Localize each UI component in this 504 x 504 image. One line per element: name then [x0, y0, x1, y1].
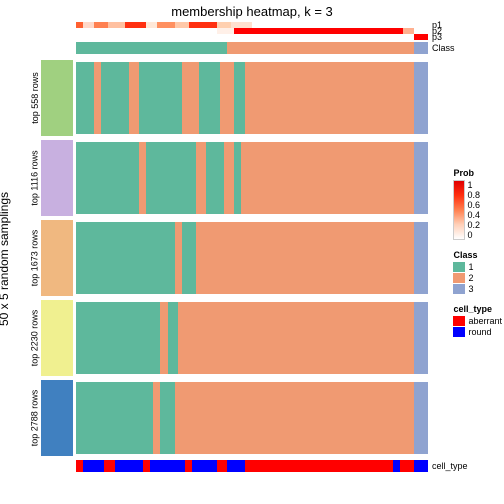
panel-row-label: top 2230 rows: [30, 310, 40, 367]
celltype-legend-title: cell_type: [453, 304, 502, 314]
prob-tick: 1: [467, 180, 480, 190]
y-axis-label: 50 x 5 random samplings: [0, 192, 11, 326]
class-legend-title: Class: [453, 250, 502, 260]
prob-tick: 0: [467, 230, 480, 240]
prob-ticks: 10.80.60.40.20: [467, 180, 480, 240]
panel-heatmap: [76, 140, 428, 216]
prob-legend-title: Prob: [453, 168, 502, 178]
heatmap-panel: top 1116 rows: [28, 140, 498, 216]
legend-item: round: [453, 327, 502, 337]
heatmap-panel: top 2230 rows: [28, 300, 498, 376]
class-label: Class: [432, 42, 455, 54]
bottom-annotation: cell_type: [76, 460, 498, 472]
legend-item: aberrant: [453, 316, 502, 326]
p3-row: [76, 34, 428, 40]
panel-swatch: [41, 380, 73, 456]
panel-heatmap: [76, 380, 428, 456]
prob-tick: 0.4: [467, 210, 480, 220]
legend-item: 3: [453, 284, 502, 294]
legend-item: 2: [453, 273, 502, 283]
heatmap-panel: top 1673 rows: [28, 220, 498, 296]
prob-legend: Prob 10.80.60.40.20: [453, 168, 502, 240]
legends: Prob 10.80.60.40.20 Class 123 cell_type …: [453, 168, 502, 347]
panel-swatch: [41, 220, 73, 296]
top-annotation: p1 p2 p3 Class: [76, 22, 498, 54]
panel-swatch: [41, 60, 73, 136]
panel-row-label: top 1673 rows: [30, 230, 40, 287]
prob-tick: 0.2: [467, 220, 480, 230]
class-legend: Class 123: [453, 250, 502, 294]
celltype-legend: cell_type aberrantround: [453, 304, 502, 337]
prob-tick: 0.6: [467, 200, 480, 210]
prob-gradient: [453, 180, 465, 240]
class-row: [76, 42, 428, 54]
panel-heatmap: [76, 300, 428, 376]
cell-type-row: [76, 460, 428, 472]
legend-item: 1: [453, 262, 502, 272]
p3-label: p3: [432, 34, 455, 40]
heatmap-panel: top 2788 rows: [28, 380, 498, 456]
panel-row-label: top 1116 rows: [30, 150, 40, 205]
panel-swatch: [41, 140, 73, 216]
chart-title: membership heatmap, k = 3: [171, 4, 333, 19]
heatmap-panel: top 558 rows: [28, 60, 498, 136]
heatmap-panels: top 558 rows top 1116 rows top 1673 rows to…: [28, 60, 498, 456]
panel-swatch: [41, 300, 73, 376]
heatmap-container: p1 p2 p3 Class top 558 rows top 1116 rows…: [28, 22, 498, 498]
prob-tick: 0.8: [467, 190, 480, 200]
panel-row-label: top 558 rows: [30, 72, 40, 124]
panel-row-label: top 2788 rows: [30, 390, 40, 447]
cell-type-label: cell_type: [432, 461, 468, 471]
panel-heatmap: [76, 220, 428, 296]
panel-heatmap: [76, 60, 428, 136]
